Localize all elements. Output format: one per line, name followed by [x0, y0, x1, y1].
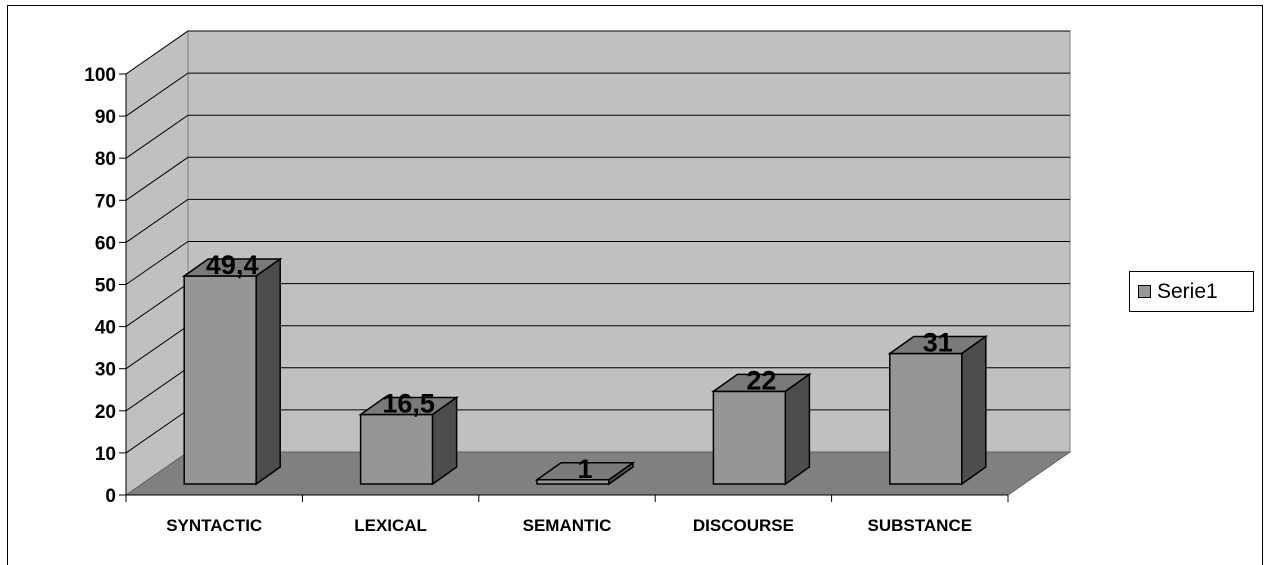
bar	[711, 372, 812, 486]
legend-swatch	[1138, 285, 1151, 298]
data-label: 22	[746, 365, 776, 395]
bar	[181, 257, 283, 486]
gridline	[125, 30, 1070, 75]
x-category-label: DISCOURSE	[693, 516, 794, 535]
y-tick-label: 20	[95, 402, 116, 423]
gridline	[125, 198, 1070, 243]
gridline	[125, 241, 1070, 285]
bar	[887, 335, 989, 486]
data-label: 1	[577, 454, 592, 484]
bar-front	[359, 413, 434, 485]
bar	[534, 461, 636, 486]
y-tick-label: 30	[95, 360, 116, 381]
y-tick-label: 50	[95, 276, 116, 297]
y-tick-label: 40	[95, 318, 116, 339]
data-label: 31	[923, 327, 953, 357]
x-category-label: SYNTACTIC	[166, 516, 262, 535]
y-tick-label: 60	[95, 233, 116, 254]
bar-front	[183, 275, 257, 485]
gridline	[125, 72, 1070, 117]
bar-front	[889, 352, 963, 485]
bar-side	[784, 372, 811, 486]
bar-side	[431, 396, 458, 486]
x-category-label: SEMANTIC	[523, 516, 612, 535]
bar-front	[712, 390, 787, 485]
chart-frame	[7, 5, 1263, 565]
x-category-label: SUBSTANCE	[868, 516, 973, 535]
data-label: 16,5	[382, 389, 435, 419]
legend-label: Serie1	[1157, 279, 1218, 303]
y-tick-label: 80	[95, 149, 116, 170]
y-tick-label: 90	[95, 107, 116, 128]
x-category-label: LEXICAL	[354, 516, 427, 535]
legend: Serie1	[1129, 271, 1254, 312]
data-label: 49,4	[206, 250, 259, 280]
gridline	[125, 114, 1070, 159]
y-tick-label: 70	[95, 191, 116, 212]
y-tick-label: 100	[84, 65, 116, 86]
y-tick-label: 10	[95, 444, 116, 465]
bar	[358, 396, 459, 486]
bar-side	[608, 461, 634, 486]
gridline	[125, 156, 1070, 201]
bar-side	[961, 335, 987, 486]
bar-side	[255, 257, 281, 486]
y-tick-label: 0	[105, 486, 116, 507]
